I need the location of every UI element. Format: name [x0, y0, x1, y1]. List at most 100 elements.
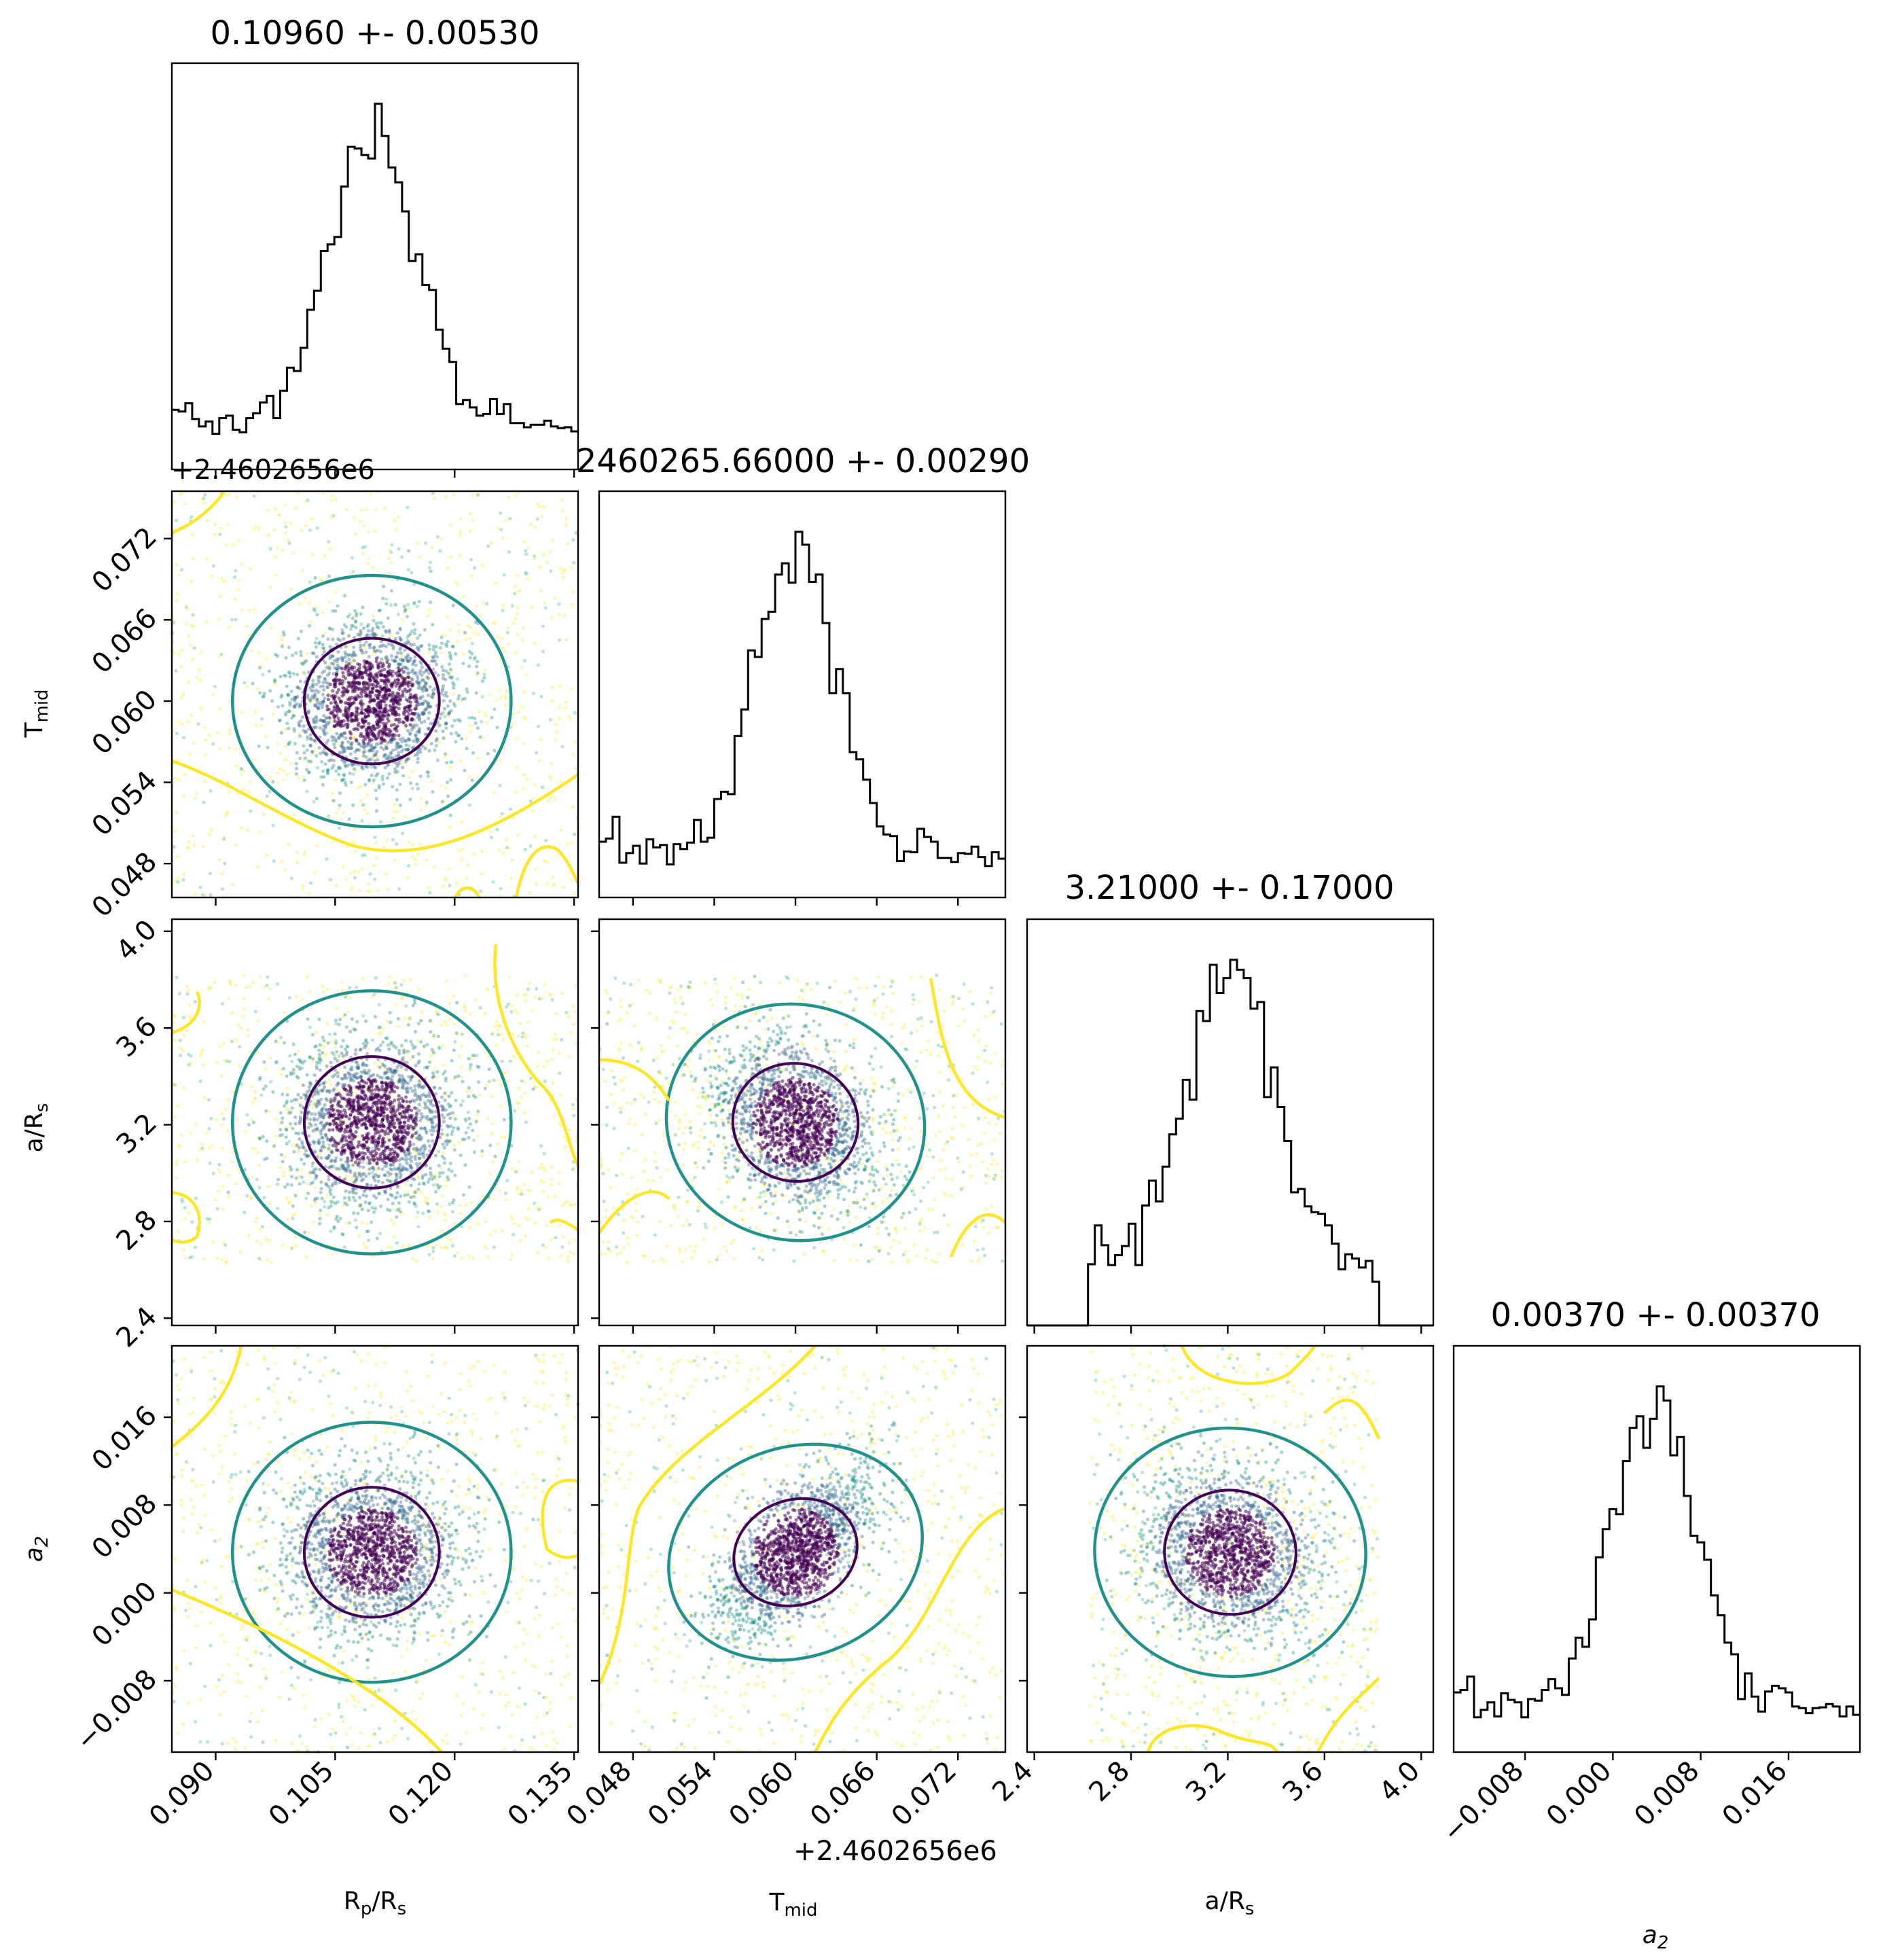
sample-point [564, 1011, 569, 1015]
sample-point [393, 858, 397, 862]
sample-point [501, 537, 505, 541]
sample-point [376, 1175, 380, 1179]
sample-point [367, 1161, 372, 1165]
sample-point [361, 1041, 365, 1046]
sample-point [456, 629, 461, 634]
sample-point [289, 587, 293, 592]
sample-point [412, 726, 416, 730]
sample-point [453, 1075, 457, 1080]
sample-point [353, 869, 357, 874]
sample-point [431, 1256, 435, 1261]
histogram-0 [172, 103, 578, 435]
sample-point [322, 713, 326, 718]
sample-point [464, 736, 468, 741]
sample-point [292, 705, 296, 709]
sample-point [266, 533, 270, 537]
sample-point [400, 1168, 404, 1172]
sample-point [550, 616, 554, 620]
sample-point [426, 774, 430, 779]
sample-point [193, 1000, 198, 1004]
sample-point [181, 872, 185, 876]
sample-point [478, 735, 482, 739]
sample-point [290, 1246, 294, 1250]
sample-point [331, 1128, 335, 1132]
sample-point [414, 863, 418, 867]
sample-point [319, 775, 323, 779]
sample-point [300, 529, 304, 533]
sample-point [543, 606, 548, 610]
sample-point [514, 584, 518, 588]
sample-point [230, 1039, 234, 1044]
sample-point [442, 1072, 446, 1076]
sample-point [365, 561, 370, 566]
sample-point [397, 1097, 401, 1102]
sample-point [179, 648, 183, 653]
sample-point [499, 696, 503, 700]
sample-point [306, 499, 310, 503]
sample-point [474, 691, 478, 695]
sample-point [185, 845, 190, 849]
sample-point [473, 656, 477, 660]
sample-point [198, 1080, 202, 1084]
sample-point [394, 1143, 398, 1147]
sample-point [363, 545, 367, 549]
sample-point [408, 1100, 412, 1104]
sample-point [457, 849, 461, 853]
sample-point [353, 1115, 357, 1119]
sample-point [431, 1249, 435, 1253]
sample-point [308, 736, 312, 741]
sample-point [279, 731, 283, 735]
sample-point [386, 741, 390, 745]
sample-point [266, 745, 270, 749]
sample-point [449, 653, 453, 657]
sample-point [187, 680, 191, 684]
sample-point [325, 741, 329, 745]
sample-point [279, 1153, 283, 1157]
sample-point [300, 715, 305, 719]
sample-point [390, 719, 394, 724]
sample-point [315, 655, 319, 659]
sample-point [265, 853, 269, 857]
sample-point [404, 727, 408, 731]
sample-point [461, 594, 466, 599]
sample-point [284, 656, 288, 660]
sample-point [331, 689, 335, 693]
sample-point [473, 721, 478, 726]
sample-point [356, 1211, 360, 1215]
sample-point [438, 1086, 442, 1090]
sample-point [288, 703, 292, 707]
sample-point [228, 789, 232, 794]
sample-point [436, 1034, 441, 1039]
sample-point [276, 1177, 281, 1181]
sample-point [389, 589, 394, 593]
sample-point [376, 649, 380, 653]
sample-point [192, 741, 196, 745]
sample-point [403, 1193, 407, 1197]
sample-point [347, 681, 351, 685]
sample-point [550, 1165, 554, 1169]
sample-point [308, 1055, 312, 1059]
sample-point [351, 616, 355, 620]
sample-point [295, 685, 300, 690]
sample-point [213, 685, 217, 689]
sample-point [359, 631, 363, 635]
sample-point [390, 1078, 394, 1082]
sample-point [343, 650, 347, 654]
sample-point [507, 550, 512, 554]
sample-point [345, 726, 349, 730]
sample-point [569, 717, 573, 721]
sample-point [571, 1107, 575, 1111]
sample-point [358, 672, 362, 676]
sample-point [426, 1202, 430, 1206]
sample-point [444, 633, 448, 637]
sample-point [537, 505, 541, 509]
sample-point [361, 626, 366, 630]
sample-point [492, 1245, 496, 1249]
sample-point [174, 1175, 178, 1179]
sample-point [503, 696, 507, 700]
sample-point [356, 712, 360, 716]
sample-point [172, 500, 176, 504]
sample-point [454, 652, 458, 656]
sample-point [354, 1130, 358, 1134]
sample-point [480, 849, 484, 853]
